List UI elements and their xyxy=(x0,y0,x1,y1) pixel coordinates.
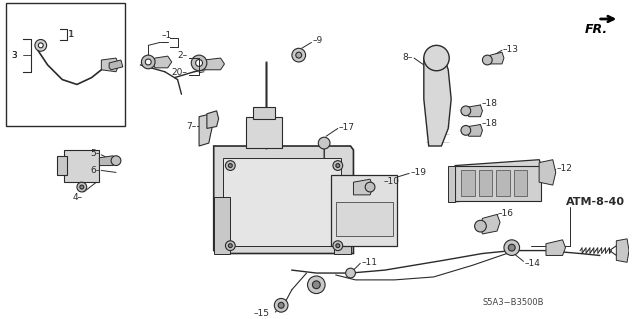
Circle shape xyxy=(145,59,151,65)
Circle shape xyxy=(346,268,355,278)
Text: 4–: 4– xyxy=(73,193,83,202)
Circle shape xyxy=(141,55,155,69)
Circle shape xyxy=(318,137,330,149)
Circle shape xyxy=(191,55,207,71)
Polygon shape xyxy=(424,52,451,146)
Polygon shape xyxy=(467,124,483,136)
Text: 6–: 6– xyxy=(90,166,100,175)
Text: 3: 3 xyxy=(12,51,17,60)
Polygon shape xyxy=(246,117,282,148)
Text: –12: –12 xyxy=(557,164,573,173)
Polygon shape xyxy=(253,107,275,119)
Polygon shape xyxy=(539,160,556,185)
Circle shape xyxy=(336,244,340,248)
Circle shape xyxy=(475,220,486,232)
Circle shape xyxy=(111,156,121,166)
Circle shape xyxy=(296,52,301,58)
Polygon shape xyxy=(109,60,123,70)
Polygon shape xyxy=(488,52,504,64)
Text: –15: –15 xyxy=(253,308,269,318)
Circle shape xyxy=(461,125,471,135)
Text: –1: –1 xyxy=(162,32,172,41)
Circle shape xyxy=(483,55,492,65)
Text: 3: 3 xyxy=(12,51,17,60)
Text: 7–: 7– xyxy=(186,122,196,131)
Bar xyxy=(514,170,527,196)
Polygon shape xyxy=(64,150,99,182)
Polygon shape xyxy=(101,58,119,72)
Polygon shape xyxy=(481,214,500,234)
Circle shape xyxy=(228,164,232,167)
Bar xyxy=(455,166,541,201)
Polygon shape xyxy=(353,179,373,195)
Text: 5–: 5– xyxy=(90,149,100,158)
Text: 8–: 8– xyxy=(403,53,413,62)
Circle shape xyxy=(508,244,515,251)
Circle shape xyxy=(424,45,449,71)
Text: –18: –18 xyxy=(481,119,497,128)
Text: FR.: FR. xyxy=(585,23,608,36)
Circle shape xyxy=(278,302,284,308)
Circle shape xyxy=(196,60,202,66)
Text: 1: 1 xyxy=(68,30,74,39)
Bar xyxy=(461,170,475,196)
Text: 2–: 2– xyxy=(177,51,188,60)
Polygon shape xyxy=(152,56,172,68)
Bar xyxy=(479,170,492,196)
Circle shape xyxy=(225,161,236,170)
Circle shape xyxy=(38,43,44,48)
Circle shape xyxy=(225,241,236,250)
Polygon shape xyxy=(214,146,353,254)
Text: –17: –17 xyxy=(339,123,355,132)
Polygon shape xyxy=(448,166,455,202)
Bar xyxy=(331,175,397,246)
Bar xyxy=(336,202,392,236)
Polygon shape xyxy=(451,160,543,202)
Bar xyxy=(6,3,125,126)
Text: S5A3−B3500B: S5A3−B3500B xyxy=(483,298,544,307)
Polygon shape xyxy=(99,156,116,166)
Polygon shape xyxy=(546,240,566,256)
Circle shape xyxy=(312,281,320,289)
Text: –11: –11 xyxy=(361,258,377,267)
Text: 1: 1 xyxy=(68,30,74,39)
Bar xyxy=(496,170,510,196)
Circle shape xyxy=(336,164,340,167)
Circle shape xyxy=(77,182,86,192)
Circle shape xyxy=(333,241,342,250)
Polygon shape xyxy=(616,239,629,262)
Text: 20–: 20– xyxy=(172,68,188,77)
Polygon shape xyxy=(207,111,219,129)
Polygon shape xyxy=(214,197,230,254)
Circle shape xyxy=(504,240,520,256)
Circle shape xyxy=(333,161,342,170)
Polygon shape xyxy=(58,156,67,175)
Circle shape xyxy=(228,244,232,248)
Polygon shape xyxy=(334,207,351,254)
Text: –10: –10 xyxy=(384,177,400,186)
Text: –13: –13 xyxy=(503,45,519,54)
Text: –18: –18 xyxy=(481,100,497,108)
Polygon shape xyxy=(467,105,483,117)
Circle shape xyxy=(461,106,471,116)
Polygon shape xyxy=(201,58,225,70)
Circle shape xyxy=(35,40,47,51)
Text: –16: –16 xyxy=(497,209,513,218)
Circle shape xyxy=(275,299,288,312)
Polygon shape xyxy=(199,114,214,146)
Circle shape xyxy=(365,182,375,192)
Text: –9: –9 xyxy=(312,36,323,45)
Text: –19: –19 xyxy=(410,168,426,177)
Bar xyxy=(223,158,340,246)
Text: ATM-8-40: ATM-8-40 xyxy=(566,197,625,207)
Text: –14: –14 xyxy=(524,259,540,268)
Circle shape xyxy=(80,185,84,189)
Circle shape xyxy=(308,276,325,293)
Circle shape xyxy=(292,48,305,62)
